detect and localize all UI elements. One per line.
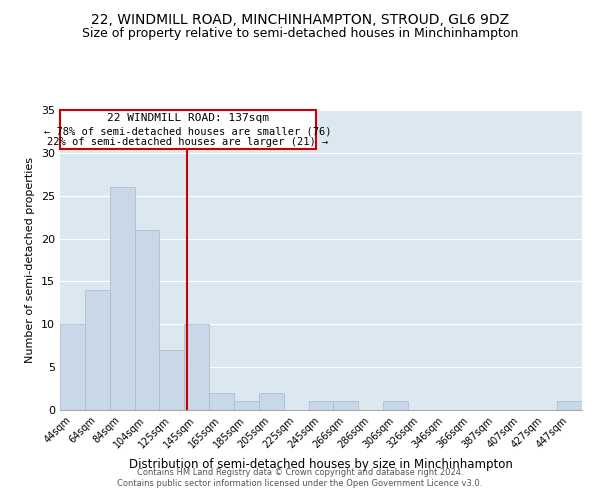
Text: 22, WINDMILL ROAD, MINCHINHAMPTON, STROUD, GL6 9DZ: 22, WINDMILL ROAD, MINCHINHAMPTON, STROU…	[91, 12, 509, 26]
Bar	[383, 402, 408, 410]
Text: ← 78% of semi-detached houses are smaller (76): ← 78% of semi-detached houses are smalle…	[44, 126, 332, 136]
Bar	[60, 324, 85, 410]
Text: Size of property relative to semi-detached houses in Minchinhampton: Size of property relative to semi-detach…	[82, 28, 518, 40]
Text: 22 WINDMILL ROAD: 137sqm: 22 WINDMILL ROAD: 137sqm	[107, 114, 269, 124]
Bar	[308, 402, 334, 410]
Bar	[160, 350, 184, 410]
Y-axis label: Number of semi-detached properties: Number of semi-detached properties	[25, 157, 35, 363]
Bar	[259, 393, 284, 410]
Bar	[234, 402, 259, 410]
X-axis label: Distribution of semi-detached houses by size in Minchinhampton: Distribution of semi-detached houses by …	[129, 458, 513, 471]
Text: 22% of semi-detached houses are larger (21) →: 22% of semi-detached houses are larger (…	[47, 138, 329, 147]
Bar	[209, 393, 234, 410]
Bar	[110, 187, 134, 410]
FancyBboxPatch shape	[60, 110, 316, 148]
Bar	[184, 324, 209, 410]
Bar	[557, 402, 582, 410]
Text: Contains HM Land Registry data © Crown copyright and database right 2024.
Contai: Contains HM Land Registry data © Crown c…	[118, 468, 482, 487]
Bar	[134, 230, 160, 410]
Bar	[334, 402, 358, 410]
Bar	[85, 290, 110, 410]
